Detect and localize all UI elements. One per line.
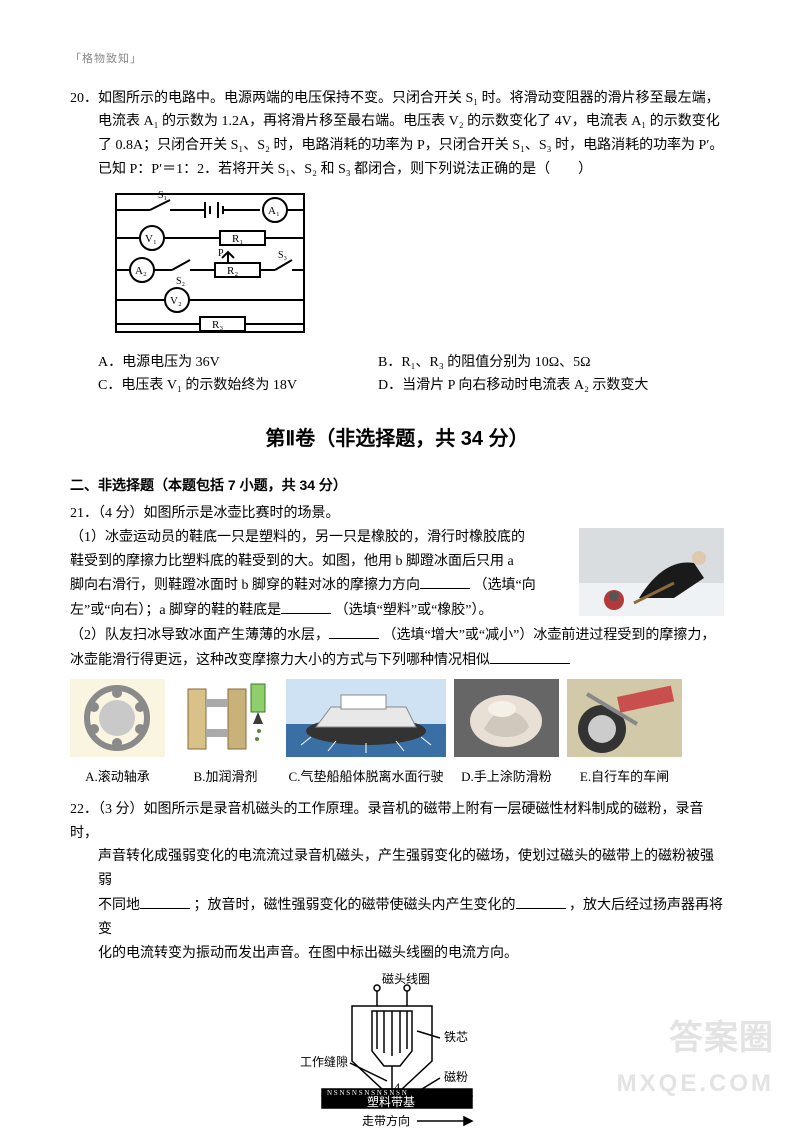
q20-line3: 已知 P：P′＝1：2．若将开关 S₁、S₂ 和 S₃ 都闭合，则下列说法正确的… [70,158,724,182]
label-r2: R₂ [227,265,238,277]
tape-head-diagram: 磁头线圈 工作缝隙 铁芯 磁粉 塑料带基 N S N S [272,971,522,1131]
label-a2: A₂ [135,265,147,277]
q22-l2a: 不同地 [98,898,140,913]
q21-p1a: （1）冰壶运动员的鞋底一只是塑料的，另一只是橡胶的，滑行时橡胶底的 [70,530,525,545]
q20-option-c: C．电压表 V₁ 的示数始终为 18V [98,374,378,398]
img-a-label: A.滚动轴承 [70,766,165,788]
q20-line0: 如图所示的电路中。电源两端的电压保持不变。只闭合开关 S₁ 时。将滑动变阻器的滑… [98,91,720,106]
img-e: E.自行车的车闸 [567,679,682,788]
label-s3: S₃ [278,250,287,261]
q20-option-b: B．R₁、R₃ 的阻值分别为 10Ω、5Ω [378,351,724,375]
q21-image-row: A.滚动轴承 B.加润滑剂 C.气垫船船体脱离水面行驶 D.手上涂防滑粉 E.自… [70,679,724,788]
q22-l3: 化的电流转变为振动而发出声音。在图中标出磁头线圈的电流方向。 [70,942,724,966]
label-v1: V₁ [145,233,157,245]
q22-l2b: ；放音时，磁性强弱变化的磁带使磁头内产生变化的 [194,898,516,913]
q21-p1e: 左”或“向右）；a 脚穿的鞋的鞋底是 [70,603,281,618]
q21-p2c: 冰壶能滑行得更远，这种改变摩擦力大小的方式与下列哪种情况相似 [70,653,490,668]
q21-p1d: （选填“向 [474,578,536,593]
q21-p1c: 脚向右滑行，则鞋蹬冰面时 b 脚穿的鞋对冰的摩擦力方向 [70,578,420,593]
label-coil: 磁头线圈 [382,971,430,986]
img-d-label: D.手上涂防滑粉 [454,766,559,788]
blank-6[interactable] [516,893,566,909]
q21-p1b: 鞋受到的摩擦力比塑料底的鞋受到的大。如图，他用 b 脚蹬冰面后只用 a [70,554,514,569]
subsection-heading: 二、非选择题（本题包括 7 小题，共 34 分） [70,474,724,498]
blank-2[interactable] [281,598,331,614]
page-number: 4 [0,1077,794,1099]
img-c-label: C.气垫船船体脱离水面行驶 [286,766,446,788]
question-21: 21．（4 分）如图所示是冰壶比赛时的场景。 （1）冰壶运动员的鞋底一只是塑料的… [70,502,724,788]
label-a1: A₁ [268,205,280,217]
question-20: 20．如图所示的电路中。电源两端的电压保持不变。只闭合开关 S₁ 时。将滑动变阻… [70,87,724,399]
img-a: A.滚动轴承 [70,679,165,788]
label-r1: R₁ [232,233,243,245]
blank-5[interactable] [140,893,190,909]
q20-option-d: D．当滑片 P 向右移动时电流表 A₂ 示数变大 [378,374,724,398]
q21-p2b: （选填“增大”或“减小”）冰壶前进过程受到的摩擦力， [383,628,716,643]
q20-option-a: A．电源电压为 36V [98,351,378,375]
q22-l1: 声音转化成强弱变化的电流流过录音机磁头，产生强弱变化的磁场，使划过磁头的磁带上的… [70,845,724,893]
q22-num: 22．（3 分）如图所示是录音机磁头的工作原理。录音机的磁带上附有一层硬磁性材料… [70,798,724,846]
section-2-title: 第Ⅱ卷（非选择题，共 34 分） [70,422,724,456]
q20-num: 20． [70,91,98,106]
img-d: D.手上涂防滑粉 [454,679,559,788]
label-s2: S₂ [176,276,185,287]
q21-p2a: （2）队友扫冰导致冰面产生薄薄的水层， [70,628,329,643]
img-e-label: E.自行车的车闸 [567,766,682,788]
q20-line2: 了 0.8A；只闭合开关 S₁、S₂ 时，电路消耗的功率为 P，只闭合开关 S₁… [70,134,724,158]
circuit-diagram: S₁ A₁ V₁ R₁ A₂ S₂ R₂ P [110,188,310,338]
img-b-label: B.加润滑剂 [173,766,278,788]
label-r3: R₃ [212,319,223,331]
label-s1: S₁ [158,190,167,201]
label-gap: 工作缝隙 [300,1054,348,1069]
label-p: P [218,248,224,259]
q20-line1: 电流表 A₁ 的示数为 1.2A，再将滑片移至最右端。电压表 V₂ 的示数变化了… [70,110,724,134]
label-dir: 走带方向 [362,1113,410,1128]
img-c: C.气垫船船体脱离水面行驶 [286,679,446,788]
blank-1[interactable] [420,573,470,589]
blank-4[interactable] [490,648,570,664]
q21-num: 21．（4 分）如图所示是冰壶比赛时的场景。 [70,502,724,526]
q21-p1f: （选填“塑料”或“橡胶”）。 [335,603,493,618]
header-tag: 「格物致知」 [70,50,724,69]
label-v2: V₂ [170,295,182,307]
blank-3[interactable] [329,623,379,639]
img-b: B.加润滑剂 [173,679,278,788]
label-core: 铁芯 [444,1030,468,1044]
curling-photo [579,528,724,616]
